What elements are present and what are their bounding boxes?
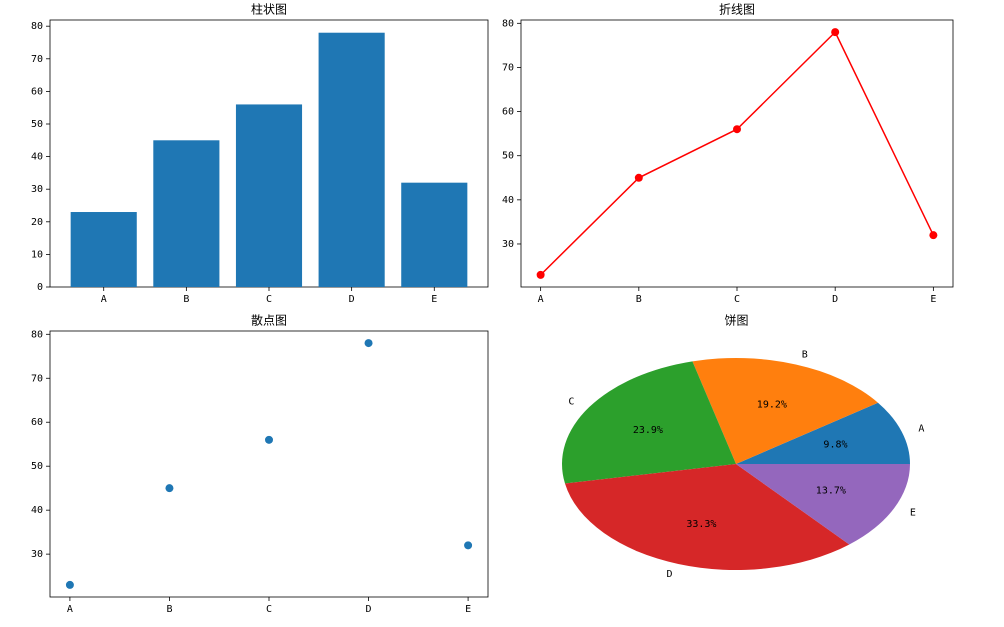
- x-tick-label: A: [67, 604, 73, 615]
- scatter-point: [364, 339, 373, 348]
- x-tick-label: D: [349, 294, 355, 305]
- y-tick-label: 40: [502, 195, 514, 206]
- y-tick-label: 80: [502, 18, 514, 29]
- line-marker: [536, 270, 545, 279]
- chart-title: 散点图: [251, 313, 287, 328]
- y-tick-label: 40: [31, 152, 43, 163]
- chart-title: 饼图: [724, 314, 748, 328]
- line-marker: [831, 28, 840, 37]
- pie-label: C: [568, 396, 574, 407]
- y-tick-label: 70: [31, 54, 43, 65]
- bar: [235, 104, 303, 287]
- y-tick-label: 30: [502, 239, 514, 250]
- bar: [153, 140, 220, 287]
- pie-value-label: 19.2%: [757, 399, 787, 410]
- pie-wedge: [736, 464, 910, 545]
- x-tick-label: D: [832, 294, 838, 305]
- y-tick-label: 80: [31, 329, 43, 340]
- scatter-point: [165, 484, 174, 493]
- y-tick-label: 50: [502, 151, 514, 162]
- line-marker: [634, 173, 643, 182]
- x-tick-label: C: [734, 294, 740, 305]
- y-tick-label: 50: [31, 461, 43, 472]
- y-tick-label: 20: [31, 217, 43, 228]
- pie-label: E: [910, 508, 916, 519]
- pie-value-label: 33.3%: [686, 519, 716, 530]
- scatter-point: [464, 541, 473, 550]
- pie-value-label: 23.9%: [633, 425, 663, 436]
- pie-wedge: [736, 402, 910, 464]
- x-tick-label: D: [366, 604, 372, 615]
- x-tick-label: E: [930, 294, 936, 305]
- x-tick-label: B: [636, 294, 642, 305]
- y-tick-label: 10: [31, 249, 43, 260]
- line-marker: [733, 125, 741, 134]
- y-tick-label: 60: [31, 417, 43, 428]
- y-tick-label: 0: [37, 282, 43, 293]
- y-tick-label: 60: [502, 107, 514, 118]
- pie-value-label: 9.8%: [823, 440, 847, 451]
- pie-value-label: 13.7%: [816, 486, 846, 497]
- x-tick-label: E: [465, 604, 471, 615]
- x-tick-label: B: [183, 294, 189, 305]
- bar: [318, 32, 385, 287]
- pie-label: D: [666, 569, 672, 580]
- x-tick-label: B: [166, 604, 172, 615]
- y-tick-label: 30: [31, 549, 43, 560]
- y-tick-label: 60: [31, 86, 43, 97]
- axes-frame: [49, 330, 489, 598]
- x-tick-label: E: [431, 294, 437, 305]
- x-tick-label: C: [266, 604, 272, 615]
- x-tick-label: A: [101, 294, 107, 305]
- scatter-point: [65, 580, 74, 589]
- axes-frame: [520, 19, 954, 288]
- x-tick-label: A: [538, 294, 544, 305]
- bar: [70, 212, 137, 287]
- scatter-point: [265, 435, 273, 444]
- line: [540, 30, 935, 276]
- y-tick-label: 40: [31, 505, 43, 516]
- chart-title: 折线图: [719, 2, 755, 17]
- chart-title: 柱状图: [251, 2, 287, 17]
- y-tick-label: 30: [31, 184, 43, 195]
- pie-wedge: [564, 464, 850, 570]
- pie-wedge: [562, 361, 736, 484]
- y-tick-label: 50: [31, 119, 43, 130]
- y-tick-label: 70: [502, 62, 514, 73]
- y-tick-label: 80: [31, 21, 43, 32]
- pie-label: A: [918, 424, 924, 435]
- line-marker: [929, 231, 938, 240]
- bar: [401, 182, 468, 287]
- pie-label: B: [802, 349, 808, 360]
- pie-wedge: [692, 357, 878, 464]
- y-tick-label: 70: [31, 373, 43, 384]
- x-tick-label: C: [266, 294, 272, 305]
